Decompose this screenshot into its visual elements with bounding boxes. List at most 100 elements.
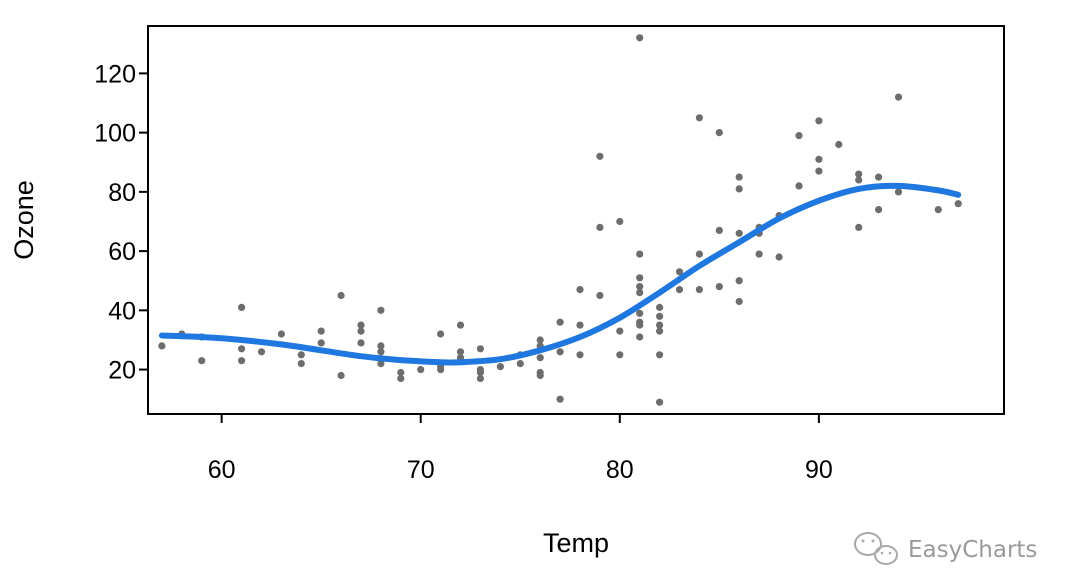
data-point bbox=[536, 368, 544, 377]
data-point bbox=[476, 345, 484, 353]
data-point bbox=[238, 345, 246, 353]
data-point bbox=[536, 336, 544, 344]
data-point bbox=[556, 348, 564, 356]
data-point bbox=[636, 289, 644, 297]
data-point bbox=[576, 321, 584, 329]
data-point bbox=[277, 330, 285, 338]
data-point bbox=[656, 312, 664, 320]
plot-frame bbox=[147, 25, 1005, 415]
data-point bbox=[675, 286, 684, 294]
data-point bbox=[695, 250, 704, 258]
data-point bbox=[636, 309, 644, 317]
data-point bbox=[715, 283, 723, 291]
watermark: EasyCharts bbox=[854, 532, 1037, 565]
data-point bbox=[437, 366, 445, 374]
data-point bbox=[735, 277, 743, 285]
data-point bbox=[735, 297, 743, 306]
data-point bbox=[715, 226, 723, 234]
data-point bbox=[715, 129, 723, 137]
data-point bbox=[636, 333, 644, 341]
data-point bbox=[516, 360, 524, 368]
data-point bbox=[437, 330, 445, 338]
data-point bbox=[238, 303, 246, 311]
data-point bbox=[855, 170, 863, 178]
data-point bbox=[576, 286, 584, 294]
data-point bbox=[576, 351, 584, 359]
data-point bbox=[198, 357, 206, 365]
watermark-label: EasyCharts bbox=[908, 537, 1037, 563]
x-axis-title: Temp bbox=[543, 528, 609, 558]
data-point bbox=[377, 306, 385, 314]
data-point bbox=[835, 140, 843, 149]
data-point bbox=[695, 286, 704, 294]
data-point bbox=[656, 303, 664, 311]
data-point bbox=[795, 132, 803, 140]
data-point bbox=[755, 250, 763, 258]
data-point bbox=[417, 366, 425, 374]
data-point bbox=[496, 363, 504, 371]
x-tick-label: 80 bbox=[606, 456, 634, 484]
data-point bbox=[456, 321, 465, 329]
data-point bbox=[735, 173, 743, 181]
data-point bbox=[875, 173, 883, 181]
data-point bbox=[238, 357, 246, 365]
data-point bbox=[954, 200, 962, 208]
y-tick-label: 80 bbox=[108, 179, 136, 207]
data-point bbox=[675, 268, 684, 276]
data-point bbox=[476, 366, 484, 374]
data-point bbox=[735, 185, 743, 193]
smooth-curve bbox=[158, 182, 962, 366]
y-tick-label: 120 bbox=[94, 60, 136, 88]
data-point bbox=[456, 348, 465, 356]
data-point bbox=[556, 395, 564, 403]
data-point bbox=[596, 152, 604, 160]
data-point bbox=[636, 250, 644, 258]
x-tick-label: 90 bbox=[805, 456, 833, 484]
data-point bbox=[875, 206, 883, 214]
data-point bbox=[257, 348, 266, 356]
data-point bbox=[616, 217, 624, 226]
data-point bbox=[934, 206, 942, 214]
data-point bbox=[297, 360, 305, 368]
x-tick-label: 60 bbox=[208, 456, 236, 484]
data-point bbox=[158, 342, 166, 350]
data-point bbox=[357, 339, 365, 347]
data-point bbox=[815, 167, 823, 175]
data-point bbox=[656, 321, 664, 329]
data-point bbox=[855, 223, 863, 231]
data-point bbox=[894, 93, 903, 101]
y-axis-title: Ozone bbox=[9, 180, 39, 260]
data-point bbox=[377, 348, 385, 356]
wechat-icon bbox=[854, 532, 898, 565]
data-point bbox=[476, 374, 484, 383]
data-point bbox=[616, 327, 624, 335]
data-point bbox=[815, 155, 823, 163]
data-point bbox=[357, 321, 365, 329]
data-point bbox=[377, 360, 385, 368]
data-point bbox=[337, 371, 345, 380]
data-points bbox=[158, 34, 962, 406]
data-point bbox=[536, 354, 544, 362]
y-tick-label: 60 bbox=[108, 238, 136, 266]
data-point bbox=[735, 229, 743, 237]
data-point bbox=[596, 223, 604, 231]
data-point bbox=[297, 351, 305, 359]
data-point bbox=[636, 34, 644, 42]
data-point bbox=[815, 117, 823, 125]
data-point bbox=[397, 368, 405, 377]
data-point bbox=[337, 291, 345, 300]
y-tick-label: 100 bbox=[94, 120, 136, 148]
data-point bbox=[855, 176, 863, 184]
data-point bbox=[795, 182, 803, 190]
data-point bbox=[656, 398, 664, 406]
data-point bbox=[636, 321, 644, 329]
data-point bbox=[616, 351, 624, 359]
data-point bbox=[656, 327, 664, 335]
data-point bbox=[596, 291, 604, 300]
data-point bbox=[636, 274, 644, 282]
y-tick-label: 20 bbox=[108, 357, 136, 385]
data-point bbox=[894, 188, 903, 196]
data-point bbox=[556, 318, 564, 326]
data-point bbox=[656, 351, 664, 359]
